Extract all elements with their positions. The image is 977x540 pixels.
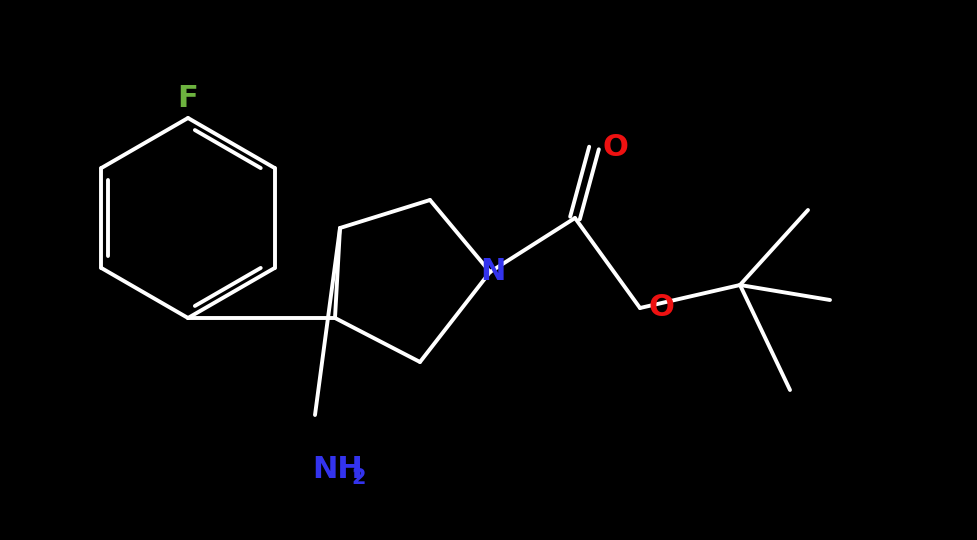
Text: O: O — [602, 133, 628, 163]
Text: O: O — [648, 294, 674, 322]
Text: 2: 2 — [352, 468, 366, 488]
Text: N: N — [481, 258, 506, 287]
Text: F: F — [178, 84, 198, 113]
Text: NH: NH — [313, 456, 363, 484]
